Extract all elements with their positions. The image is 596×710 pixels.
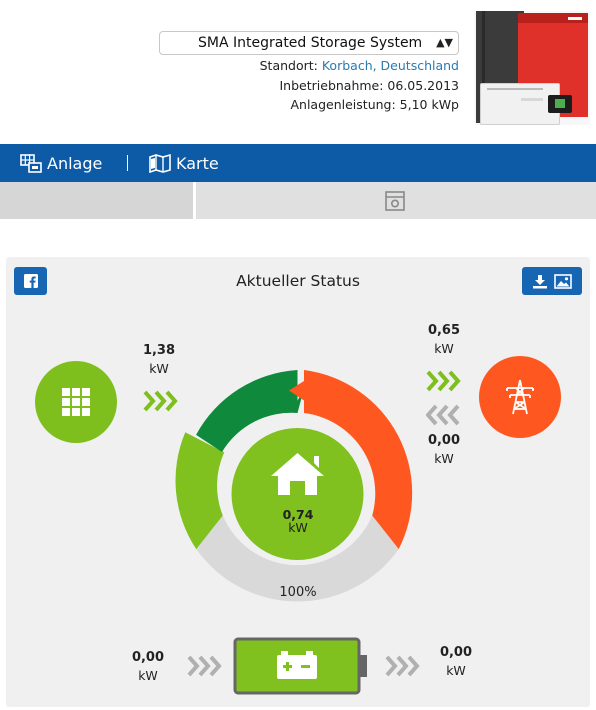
sub-nav <box>0 182 596 219</box>
grid-feed-in-arc <box>289 370 413 550</box>
power-pylon-icon <box>506 379 534 415</box>
battery-charge-number: 0,00 <box>131 650 165 665</box>
autarky-value: 100% <box>279 585 317 600</box>
grid-button[interactable] <box>479 356 561 438</box>
system-select-value: SMA Integrated Storage System <box>198 35 423 51</box>
plant-power: Anlagenleistung: 5,10 kWp <box>290 97 459 112</box>
header: SMA Integrated Storage System ▲▼ Standor… <box>0 0 596 144</box>
grid-feed-in-arrows <box>426 370 461 392</box>
pv-power-value: 1,38 kW <box>129 343 189 376</box>
location-label: Standort: <box>259 58 318 73</box>
battery-discharge-value: 0,00 kW <box>426 645 486 678</box>
location: Standort: Korbach, Deutschland <box>260 58 459 73</box>
pv-segment-arc <box>196 370 304 452</box>
nav-item-anlage[interactable]: Anlage <box>20 144 102 182</box>
facebook-share-button[interactable] <box>14 267 47 295</box>
main-nav: Anlage Karte <box>0 144 596 182</box>
map-icon <box>149 153 171 173</box>
consumption-unit: kW <box>288 520 308 535</box>
device-icon[interactable] <box>384 190 406 212</box>
nav-label-anlage: Anlage <box>47 153 103 173</box>
battery-charge-unit: kW <box>138 668 158 683</box>
battery-icon <box>277 651 317 679</box>
consumption-value: 0,74 kW <box>262 507 334 535</box>
grid-feed-in-value: 0,65 kW <box>414 323 474 356</box>
subtab-left[interactable] <box>0 182 193 219</box>
pv-flow-arrows <box>143 390 178 412</box>
image-icon <box>554 273 572 289</box>
grid-purchase-unit: kW <box>434 451 454 466</box>
commissioning-date: Inbetriebnahme: 06.05.2013 <box>279 78 460 93</box>
battery-discharge-number: 0,00 <box>439 645 473 660</box>
facebook-icon <box>23 274 38 288</box>
battery-button[interactable] <box>233 637 369 695</box>
battery-charge-value: 0,00 kW <box>118 650 178 683</box>
battery-discharge-unit: kW <box>446 663 466 678</box>
grid-feed-in-unit: kW <box>434 341 454 356</box>
product-image <box>474 11 590 125</box>
pv-button[interactable] <box>35 361 117 443</box>
download-image-button[interactable] <box>522 267 582 295</box>
system-select[interactable]: SMA Integrated Storage System ▲▼ <box>159 31 459 55</box>
plant-icon <box>20 154 42 173</box>
select-arrows-icon: ▲▼ <box>436 36 453 49</box>
battery-discharge-arrows <box>385 655 420 677</box>
pv-power-number: 1,38 <box>142 343 176 358</box>
location-link[interactable]: Korbach, Deutschland <box>321 58 459 73</box>
grid-purchase-arrows <box>426 404 460 426</box>
solar-panel-icon <box>62 388 90 416</box>
house-icon <box>271 453 324 495</box>
nav-item-karte[interactable]: Karte <box>149 144 219 182</box>
grid-purchase-number: 0,00 <box>427 433 461 448</box>
grid-purchase-value: 0,00 kW <box>414 433 474 466</box>
nav-separator <box>127 155 128 171</box>
autarky-arc <box>196 515 399 602</box>
pv-power-unit: kW <box>149 361 169 376</box>
panel-title: Aktueller Status <box>236 272 360 290</box>
battery-charge-arrows <box>187 655 222 677</box>
download-icon <box>533 274 547 288</box>
consumption-number: 0,74 <box>282 507 314 522</box>
self-consumption-arc <box>175 432 225 550</box>
grid-feed-in-number: 0,65 <box>427 323 461 338</box>
nav-label-karte: Karte <box>176 153 219 173</box>
